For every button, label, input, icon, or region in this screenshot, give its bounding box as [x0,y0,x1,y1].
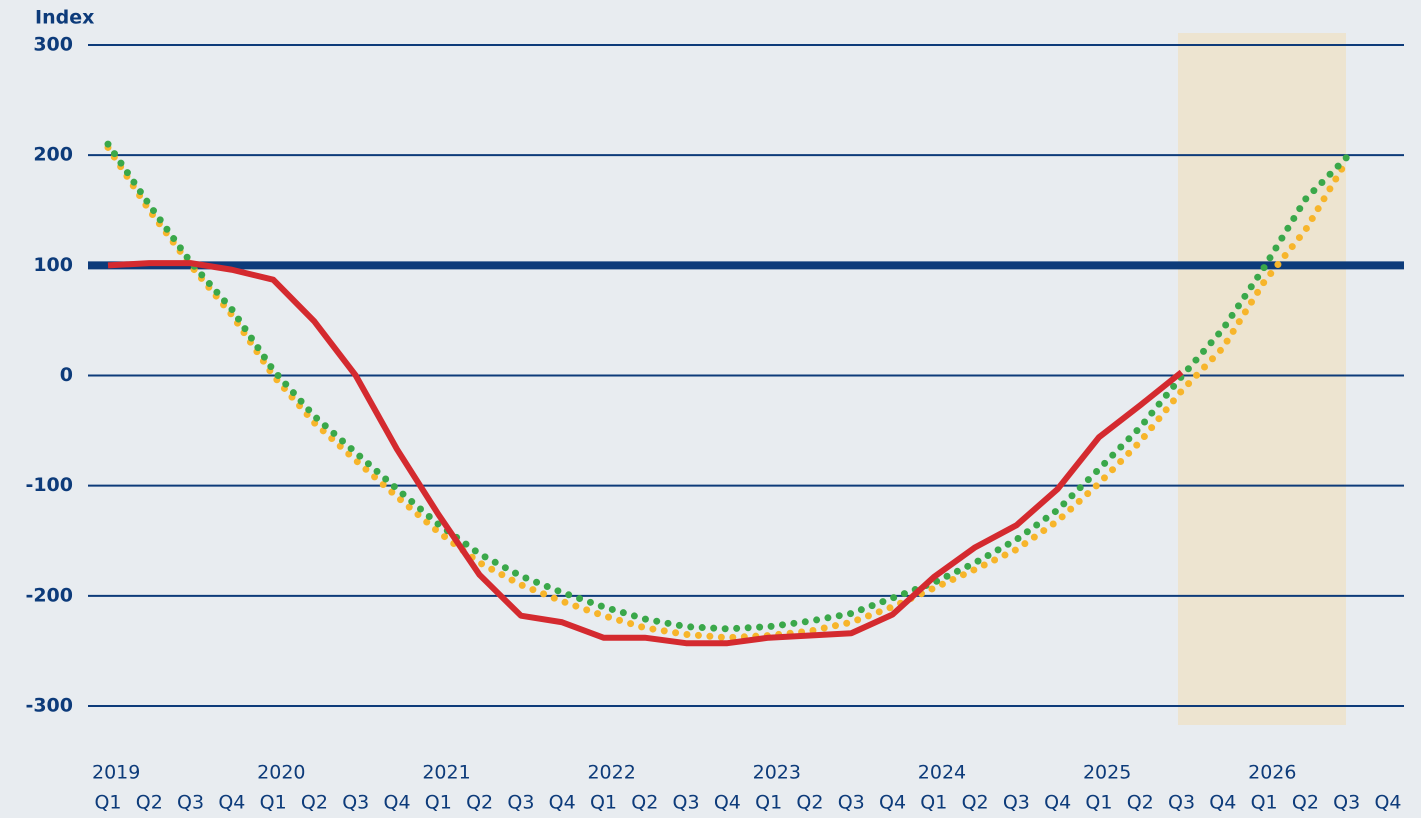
y-tick-label: 100 [33,254,73,276]
series-line [104,140,1351,633]
y-tick-label: -200 [25,584,73,606]
x-tick-label: Q1 [1085,792,1112,814]
x-tick-label: Q1 [755,792,782,814]
forecast-shading [1178,33,1346,725]
x-tick-label: Q3 [1003,792,1030,814]
x-tick-label: Q2 [962,792,989,814]
x-tick-label: Q4 [549,792,576,814]
x-group-label: 2020 [257,762,305,784]
x-group-label: 2021 [422,762,470,784]
y-tick-label: 200 [33,144,73,166]
x-tick-label: Q2 [1292,792,1319,814]
x-tick-label: Q2 [1127,792,1154,814]
x-tick-label: Q3 [342,792,369,814]
x-tick-label: Q3 [1333,792,1360,814]
x-tick-label: Q4 [714,792,741,814]
x-tick-label: Q1 [260,792,287,814]
x-tick-label: Q1 [1251,792,1278,814]
x-tick-label: Q4 [218,792,245,814]
x-tick-label: Q3 [838,792,865,814]
x-tick-label: Q2 [301,792,328,814]
x-tick-label: Q1 [590,792,617,814]
x-group-label: 2026 [1248,762,1296,784]
y-tick-label: -100 [25,474,73,496]
x-tick-label: Q1 [425,792,452,814]
x-group-label: 2023 [753,762,801,784]
x-tick-label: Q3 [673,792,700,814]
x-tick-label: Q3 [507,792,534,814]
x-group-label: 2025 [1083,762,1131,784]
y-tick-label: 0 [60,364,73,386]
y-tick-label: -300 [25,695,73,717]
x-tick-label: Q4 [384,792,411,814]
x-tick-label: Q2 [796,792,823,814]
y-tick-label: 300 [33,34,73,56]
y-axis-label: Index [35,7,94,29]
series-line [104,143,1351,642]
x-tick-label: Q2 [136,792,163,814]
x-tick-label: Q2 [466,792,493,814]
x-group-label: 2022 [587,762,635,784]
x-tick-label: Q4 [1044,792,1071,814]
x-tick-label: Q4 [1209,792,1236,814]
x-group-label: 2019 [92,762,140,784]
x-group-label: 2024 [918,762,966,784]
x-tick-label: Q3 [1168,792,1195,814]
series-line [107,260,1184,647]
x-tick-label: Q4 [879,792,906,814]
x-tick-label: Q3 [177,792,204,814]
x-tick-label: Q2 [631,792,658,814]
x-tick-label: Q1 [920,792,947,814]
x-tick-label: Q4 [1374,792,1401,814]
x-tick-label: Q1 [94,792,121,814]
